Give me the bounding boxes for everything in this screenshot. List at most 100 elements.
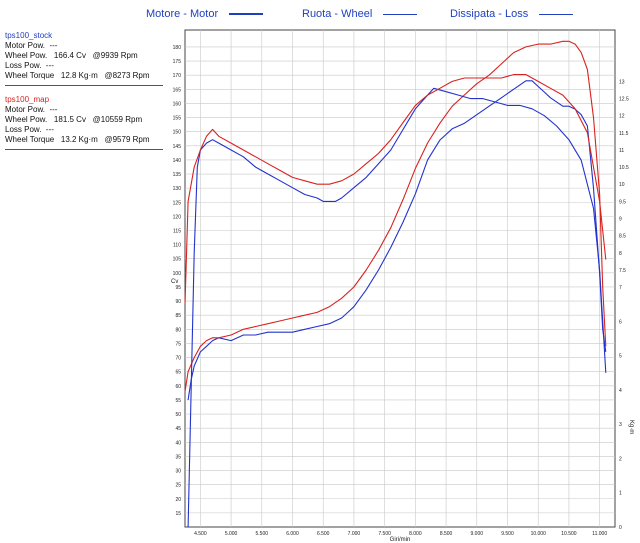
y-tick-label-left: 110 — [173, 243, 181, 249]
y-tick-label-right: 3 — [619, 422, 622, 428]
y-tick-label-left: 155 — [173, 116, 182, 122]
top-legend: Motore - Motor Ruota - Wheel Dissipata -… — [0, 8, 640, 24]
wheel-pow-value: 181.5 Cv — [53, 115, 86, 124]
x-tick-label: 5.000 — [225, 531, 238, 537]
wheel-torque-value: 13.2 Kg·m — [60, 135, 98, 144]
legend-motor-label: Motore - Motor — [146, 8, 219, 20]
x-tick-label: 9.000 — [471, 531, 484, 537]
y-tick-label-right: 1 — [619, 491, 622, 497]
y-axis-label-left: Cv — [171, 279, 178, 285]
y-tick-label-left: 85 — [175, 313, 181, 319]
wheel-pow-stock: Wheel Pow. 166.4 Cv @9939 Rpm — [5, 51, 163, 61]
y-tick-label-left: 160 — [173, 101, 182, 107]
series-tps100_map-torque — [184, 74, 607, 305]
y-tick-label-left: 20 — [175, 497, 181, 503]
y-tick-label-left: 45 — [175, 426, 181, 432]
wheel-pow-rpm: @9939 Rpm — [92, 51, 138, 60]
wheel-pow-rpm: @10559 Rpm — [92, 115, 143, 124]
y-tick-label-right: 12 — [619, 114, 625, 120]
series-tps100_stock-power — [187, 80, 607, 400]
y-tick-label-right: 8.5 — [619, 234, 626, 240]
series-lines — [184, 40, 607, 528]
y-tick-label-left: 100 — [173, 271, 182, 277]
y-tick-label-left: 145 — [173, 144, 182, 150]
wheel-pow-value: 166.4 Cv — [53, 51, 86, 60]
y-tick-label-right: 5 — [619, 354, 622, 360]
run-info-stock: tps100_stock Motor Pow. --- Wheel Pow. 1… — [5, 31, 163, 86]
y-tick-label-left: 30 — [175, 469, 181, 475]
wheel-torque-label: Wheel Torque — [5, 135, 55, 144]
y-tick-label-right: 7 — [619, 285, 622, 291]
wheel-torque-label: Wheel Torque — [5, 71, 55, 80]
legend-motor-swatch — [229, 13, 264, 16]
y-tick-label-left: 70 — [175, 356, 181, 362]
wheel-torque-value: 12.8 Kg·m — [60, 71, 98, 80]
x-tick-label: 11.000 — [592, 531, 607, 537]
y-tick-label-left: 95 — [175, 285, 181, 291]
y-tick-label-left: 75 — [175, 341, 181, 347]
x-tick-label: 6.000 — [286, 531, 299, 537]
y-tick-label-left: 180 — [173, 45, 182, 51]
x-tick-label: 7.000 — [348, 531, 361, 537]
run-name-map: tps100_map — [5, 95, 50, 104]
y-tick-label-left: 55 — [175, 398, 181, 404]
legend-loss: Dissipata - Loss — [450, 8, 574, 20]
y-tick-label-right: 2 — [619, 456, 622, 462]
y-tick-label-left: 140 — [173, 158, 182, 164]
x-tick-label: 8.000 — [409, 531, 422, 537]
y-tick-label-right: 8 — [619, 251, 622, 257]
run-info-map: tps100_map Motor Pow. --- Wheel Pow. 181… — [5, 95, 163, 150]
y-tick-label-left: 25 — [175, 483, 181, 489]
plot-area — [184, 29, 616, 528]
wheel-pow-map: Wheel Pow. 181.5 Cv @10559 Rpm — [5, 115, 163, 125]
y-tick-label-left: 165 — [173, 87, 182, 93]
y-tick-label-left: 125 — [173, 200, 182, 206]
y-tick-label-left: 150 — [173, 130, 182, 136]
wheel-torque-stock: Wheel Torque 12.8 Kg·m @8273 Rpm — [5, 71, 163, 81]
y-tick-label-left: 15 — [175, 511, 181, 517]
motor-pow-map: Motor Pow. --- — [5, 105, 58, 114]
legend-wheel-swatch — [383, 13, 418, 15]
y-tick-label-left: 80 — [175, 327, 181, 333]
x-axis-label: Giri/min — [390, 537, 411, 543]
y-tick-label-right: 11.5 — [619, 131, 629, 137]
y-tick-label-left: 40 — [175, 440, 181, 446]
ticks: 1520253035404550556065707580859095100105… — [173, 45, 629, 537]
divider — [5, 85, 163, 86]
wheel-torque-rpm: @9579 Rpm — [104, 135, 150, 144]
legend-motor: Motore - Motor — [146, 8, 264, 20]
legend-loss-label: Dissipata - Loss — [450, 8, 529, 20]
wheel-torque-map: Wheel Torque 13.2 Kg·m @9579 Rpm — [5, 135, 163, 145]
x-tick-label: 7.500 — [378, 531, 391, 537]
y-tick-label-right: 9 — [619, 217, 622, 223]
y-tick-label-left: 120 — [173, 214, 182, 220]
y-tick-label-right: 10 — [619, 182, 625, 188]
y-tick-label-right: 7.5 — [619, 268, 626, 274]
loss-pow-map: Loss Pow. --- — [5, 125, 54, 134]
legend-wheel-label: Ruota - Wheel — [302, 8, 373, 20]
motor-pow-stock: Motor Pow. --- — [5, 41, 58, 50]
wheel-pow-label: Wheel Pow. — [5, 115, 48, 124]
run-name-stock: tps100_stock — [5, 31, 53, 40]
y-tick-label-left: 130 — [173, 186, 182, 192]
legend-loss-swatch — [539, 13, 574, 15]
grid — [185, 30, 615, 527]
y-tick-label-left: 90 — [175, 299, 181, 305]
y-tick-label-right: 4 — [619, 388, 622, 394]
y-axis-label-right: Kg·m — [628, 420, 634, 434]
x-tick-label: 5.500 — [256, 531, 269, 537]
y-tick-label-left: 175 — [173, 59, 182, 65]
y-tick-label-left: 60 — [175, 384, 181, 390]
x-tick-label: 10.000 — [531, 531, 547, 537]
series-tps100_map-power — [184, 40, 607, 392]
y-tick-label-left: 170 — [173, 73, 182, 79]
y-tick-label-right: 11 — [619, 148, 624, 154]
divider — [5, 149, 163, 150]
y-tick-label-right: 12.5 — [619, 97, 629, 103]
x-tick-label: 4.500 — [194, 531, 207, 537]
y-tick-label-left: 35 — [175, 454, 181, 460]
series-tps100_stock-torque — [187, 87, 607, 528]
loss-pow-stock: Loss Pow. --- — [5, 61, 54, 70]
y-tick-label-left: 65 — [175, 370, 181, 376]
